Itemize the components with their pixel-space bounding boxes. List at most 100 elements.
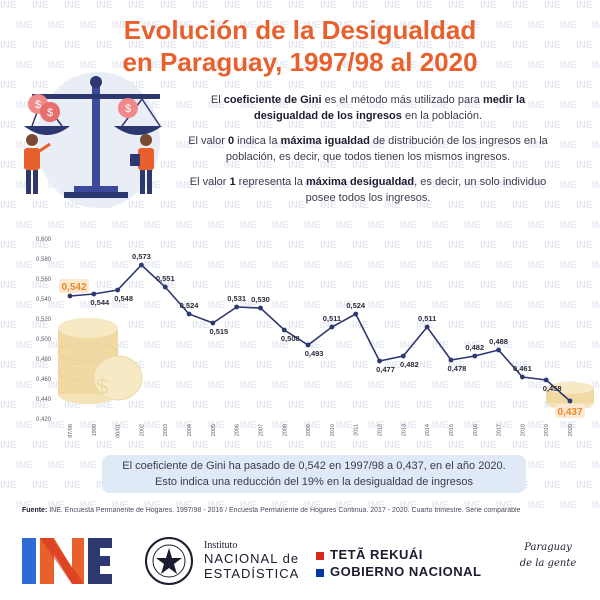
data-point [67, 293, 73, 299]
series-line [69, 263, 571, 402]
institute-line-2: NACIONAL de [204, 551, 300, 566]
svg-text:$: $ [96, 374, 108, 399]
body-text: representa la [235, 176, 306, 188]
intro-text: El coeficiente de Gini es el método más … [178, 92, 558, 215]
government-logo: TETÃ REKUÁI GOBIERNO NACIONAL [316, 546, 482, 580]
data-point [519, 374, 525, 380]
x-tick-label: 2012 [378, 424, 384, 436]
y-tick-label: 0,520 [36, 317, 52, 323]
emphasis-text: medir la desigualdad de los ingresos [253, 94, 526, 122]
data-point [329, 324, 335, 330]
data-label: 0,508 [281, 334, 300, 343]
data-point [567, 398, 573, 404]
x-tick-label: 2002 [139, 424, 145, 436]
data-label: 0,531 [227, 294, 246, 303]
x-tick-label: 2018 [520, 424, 526, 436]
emphasis-text: máxima igualdad [280, 135, 370, 147]
data-label: 0,524 [346, 301, 366, 310]
summary-line-1: El coeficiente de Gini ha pasado de 0,54… [122, 460, 506, 472]
x-tick-label: 2000/01 [116, 424, 122, 438]
x-tick-label: 2005 [211, 424, 217, 436]
data-label: 0,551 [156, 274, 175, 283]
x-tick-label: 2014 [425, 424, 431, 436]
y-tick-label: 0,560 [36, 277, 52, 283]
body-text: El valor [188, 135, 228, 147]
data-point [496, 347, 501, 353]
x-tick-label: 2016 [473, 424, 479, 436]
data-point [115, 287, 121, 293]
body-text: es el método más utilizado para [321, 94, 483, 106]
svg-text:$: $ [125, 103, 131, 115]
data-label: 0,493 [305, 349, 324, 358]
x-tick-label: 2009 [306, 424, 312, 436]
y-tick-label: 0,500 [36, 337, 52, 343]
data-label: 0,524 [180, 301, 200, 310]
x-tick-label: 1999 [92, 424, 98, 436]
emphasis-text: coeficiente de Gini [223, 94, 322, 106]
body-text: indica la [234, 135, 281, 147]
data-label: 0,482 [465, 343, 484, 352]
paraguay-seal [145, 537, 193, 585]
body-text: en la población. [401, 110, 483, 122]
data-point [400, 353, 406, 359]
x-tick-label: 2011 [354, 424, 360, 436]
y-tick-label: 0,420 [36, 417, 52, 423]
data-point [139, 262, 144, 268]
slogan-line-2: de la gente [519, 558, 577, 569]
institute-line-3: ESTADÍSTICA [204, 566, 300, 581]
data-label: 0,573 [132, 252, 151, 261]
x-tick-label: 2010 [330, 424, 336, 436]
emphasis-text: 1 [229, 176, 236, 188]
data-label: 0,477 [376, 365, 395, 374]
data-label: 0,544 [90, 298, 110, 307]
data-point [162, 284, 168, 290]
balance-scale-illustration: $ $ $ [24, 72, 162, 208]
value-zero-paragraph: El valor 0 indica la máxima igualdad de … [178, 133, 558, 165]
data-label: 0,542 [61, 282, 86, 293]
x-tick-label: 2013 [401, 424, 407, 436]
source-label: Fuente: [22, 507, 48, 514]
summary-box: El coeficiente de Gini ha pasado de 0,54… [102, 455, 526, 493]
data-point [543, 377, 549, 383]
data-point [210, 320, 216, 326]
data-point [91, 291, 97, 297]
gov-line-1: TETÃ REKUÁI [330, 547, 423, 562]
data-labels: 0,542 0,544 0,548 0,573 0,551 0,524 0,515 0,531… [59, 252, 585, 418]
page-title: Evolución de la Desigualdad en Paraguay,… [0, 14, 600, 78]
gov-line-2: GOBIERNO NACIONAL [330, 564, 482, 579]
summary-line-2: Esto indica una reducción del 19% en la … [155, 476, 473, 488]
highlight-box [555, 404, 585, 418]
data-point [186, 311, 192, 317]
emphasis-text: 0 [227, 135, 235, 147]
institute-name: Instituto NACIONAL de ESTADÍSTICA [204, 540, 299, 581]
flag-blue-icon [316, 568, 324, 577]
data-point [281, 327, 287, 333]
data-label: 0,458 [543, 384, 562, 393]
data-label: 0,515 [209, 327, 228, 336]
data-label: 0,488 [489, 337, 508, 346]
x-tick-label: 2017 [497, 424, 503, 436]
data-label: 0,511 [323, 314, 341, 323]
data-point [234, 304, 240, 310]
data-label: 0,482 [400, 360, 419, 369]
body-text: de distribución de los ingresos en la po… [225, 135, 548, 163]
x-tick-label: 2003 [163, 424, 169, 436]
y-tick-label: 0,480 [36, 357, 52, 363]
data-label: 0,511 [418, 314, 436, 323]
data-label: 0,461 [513, 364, 532, 373]
title-line-1: Evolución de la Desigualdad [123, 15, 477, 45]
highlight-box [59, 279, 89, 293]
x-tick-label: 2019 [544, 424, 550, 436]
data-point [258, 305, 263, 311]
data-label: 0,548 [114, 294, 133, 303]
x-tick-label: 2008 [282, 424, 288, 436]
data-label: 0,437 [557, 407, 582, 418]
x-tick-label: 2007 [258, 424, 264, 436]
source-text: INE. Encuesta Permanente de Hogares. 199… [47, 507, 521, 514]
source-note: Fuente: INE. Encuesta Permanente de Hoga… [22, 507, 592, 514]
x-tick-label: 1997/98 [68, 424, 74, 438]
body-text: El valor [189, 176, 230, 188]
data-label: 0,478 [448, 364, 467, 373]
slogan-logo: Paraguay de la gente [508, 540, 588, 572]
x-tick-label: 2020 [568, 424, 574, 436]
